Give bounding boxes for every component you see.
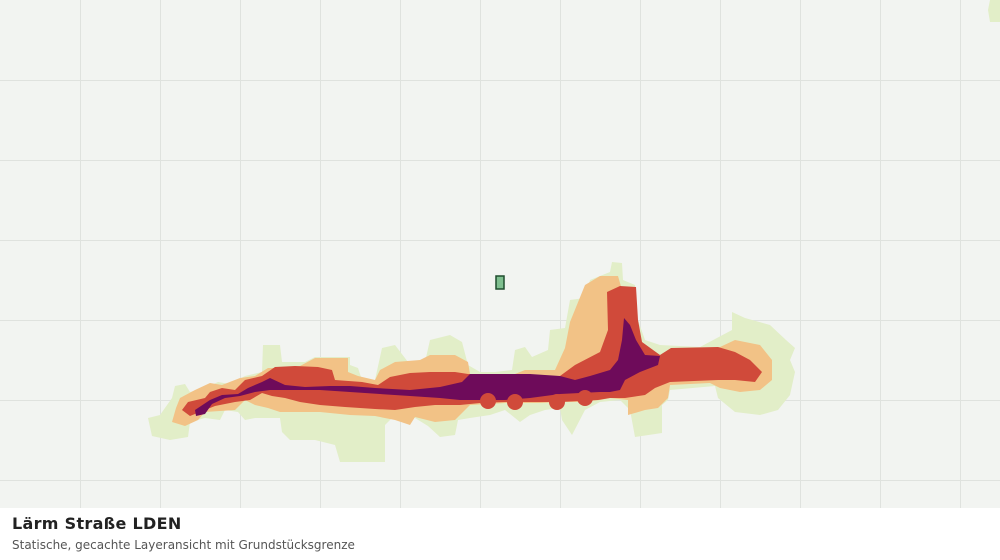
- noise-zone: [480, 393, 496, 409]
- map: [0, 0, 1000, 508]
- caption: Lärm Straße LDEN Statische, gecachte Lay…: [12, 514, 355, 552]
- noise-zone: [507, 394, 523, 410]
- noise-zone: [549, 394, 565, 410]
- parcel-boundary[interactable]: [495, 275, 505, 290]
- map-subtitle: Statische, gecachte Layeransicht mit Gru…: [12, 538, 355, 552]
- noise-zone: [577, 390, 593, 406]
- map-background: [0, 0, 1000, 508]
- noise-zone: [195, 318, 660, 416]
- noise-zone: [988, 0, 1000, 22]
- map-title: Lärm Straße LDEN: [12, 514, 182, 533]
